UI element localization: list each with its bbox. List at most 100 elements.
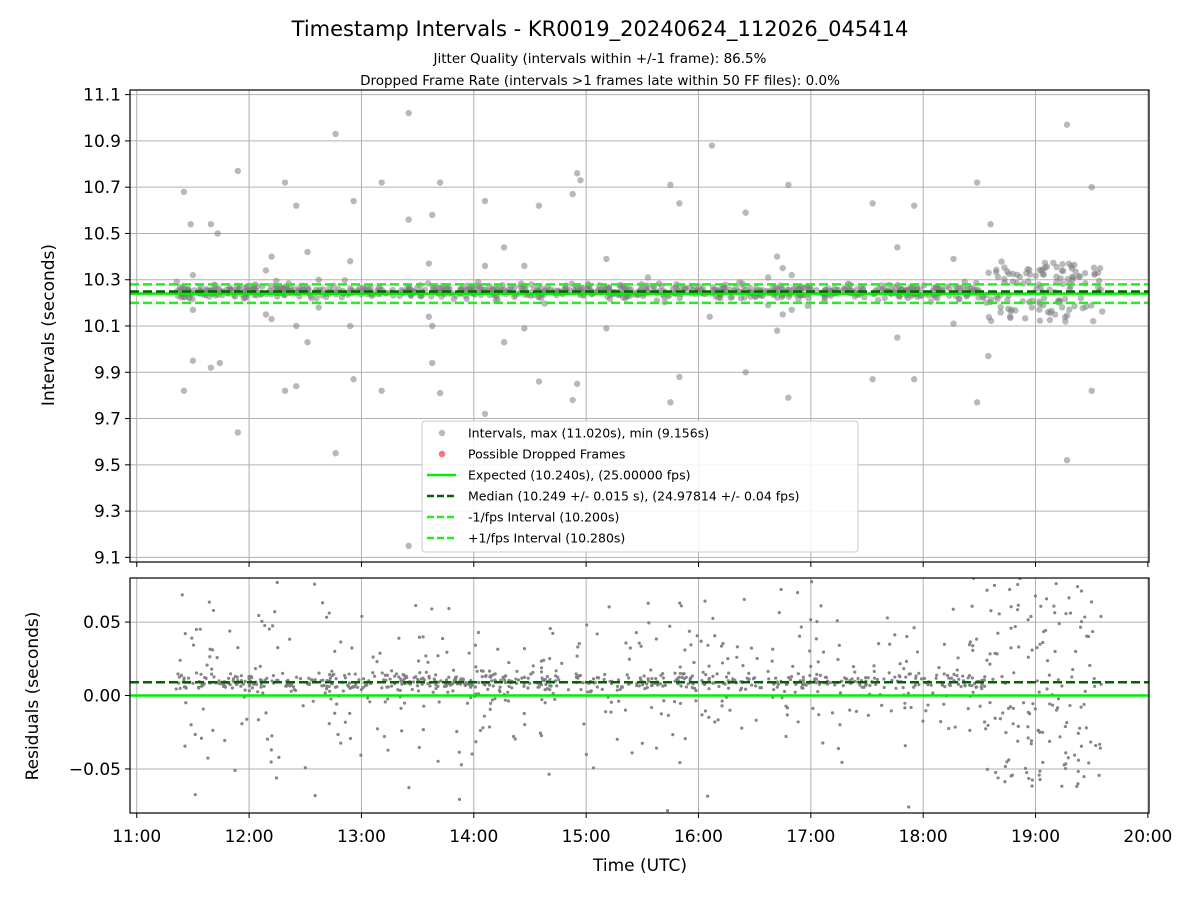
data-point	[210, 667, 214, 671]
data-point	[735, 645, 739, 649]
data-point	[394, 672, 399, 676]
data-point	[250, 686, 254, 690]
data-point	[656, 683, 660, 687]
data-point	[856, 676, 860, 681]
data-point	[987, 296, 995, 303]
data-point	[547, 772, 551, 776]
data-point	[841, 285, 848, 292]
y-tick-label: −0.05	[69, 760, 121, 780]
data-point	[380, 671, 384, 675]
data-point	[245, 717, 249, 721]
data-point	[189, 271, 197, 279]
data-point	[950, 320, 957, 327]
data-point	[1029, 739, 1034, 743]
data-point	[378, 651, 382, 655]
data-point	[975, 637, 979, 641]
data-point	[178, 686, 182, 690]
data-point	[1000, 674, 1004, 679]
data-point	[383, 700, 387, 704]
data-point	[228, 629, 232, 633]
data-point	[499, 678, 503, 682]
data-point	[1017, 645, 1021, 649]
data-point	[933, 566, 936, 569]
data-point	[786, 675, 791, 680]
data-point	[937, 666, 941, 670]
data-point	[930, 284, 938, 292]
data-point	[480, 675, 484, 679]
data-point	[1070, 675, 1074, 679]
data-point	[615, 737, 619, 741]
data-point	[808, 673, 812, 678]
data-point	[595, 685, 599, 689]
data-point	[457, 797, 462, 801]
x-tick-label: 15:00	[562, 827, 611, 847]
data-point	[206, 756, 210, 760]
data-point	[687, 629, 692, 633]
data-point	[418, 671, 422, 675]
data-point	[720, 699, 724, 703]
data-point	[323, 691, 327, 695]
data-point	[289, 689, 293, 693]
data-point	[589, 689, 593, 693]
data-point	[1092, 676, 1096, 681]
data-point	[1093, 684, 1097, 688]
data-point	[497, 688, 502, 692]
data-point	[544, 682, 548, 687]
data-point	[425, 260, 433, 267]
data-point	[707, 715, 711, 719]
legend-label: Expected (10.240s), (25.00000 fps)	[468, 468, 690, 483]
data-point	[915, 650, 920, 654]
data-point	[274, 776, 279, 780]
data-point	[1067, 596, 1071, 600]
data-point	[1068, 611, 1073, 615]
data-point	[643, 686, 647, 691]
data-point	[1003, 764, 1007, 769]
data-point	[1055, 706, 1060, 710]
data-point	[818, 673, 822, 677]
data-point	[348, 686, 352, 690]
data-point	[347, 322, 354, 330]
data-point	[964, 567, 967, 570]
data-point	[421, 676, 425, 680]
data-point	[343, 813, 346, 816]
data-point	[678, 601, 682, 605]
data-point	[894, 244, 901, 251]
data-point	[1098, 746, 1102, 750]
data-point	[1078, 726, 1082, 730]
data-point	[498, 685, 502, 689]
data-point	[429, 322, 436, 330]
x-tick-label: 18:00	[899, 827, 948, 847]
data-point	[1016, 603, 1020, 607]
data-point	[738, 688, 742, 692]
data-point	[265, 676, 269, 680]
data-point	[808, 649, 812, 653]
data-point	[551, 631, 555, 636]
data-point	[1011, 706, 1015, 711]
data-point	[971, 690, 975, 694]
data-point	[328, 689, 332, 693]
data-point	[902, 667, 906, 671]
data-point	[1029, 742, 1033, 746]
data-point	[1084, 726, 1088, 730]
data-point	[795, 591, 800, 595]
data-point	[482, 714, 487, 718]
data-point	[265, 737, 270, 741]
data-point	[735, 655, 739, 659]
data-point	[1026, 266, 1033, 274]
data-point	[897, 674, 901, 678]
data-point	[700, 713, 704, 717]
data-point	[378, 179, 385, 186]
data-point	[293, 382, 300, 390]
data-point	[640, 683, 645, 687]
data-point	[576, 645, 580, 649]
data-point	[313, 793, 317, 798]
data-point	[410, 687, 414, 692]
data-point	[539, 670, 544, 674]
data-point	[672, 700, 677, 704]
data-point	[835, 619, 839, 623]
data-point	[1046, 316, 1054, 324]
data-point	[727, 671, 731, 675]
data-point	[209, 672, 214, 676]
data-point	[889, 709, 893, 713]
data-point	[1079, 744, 1084, 748]
